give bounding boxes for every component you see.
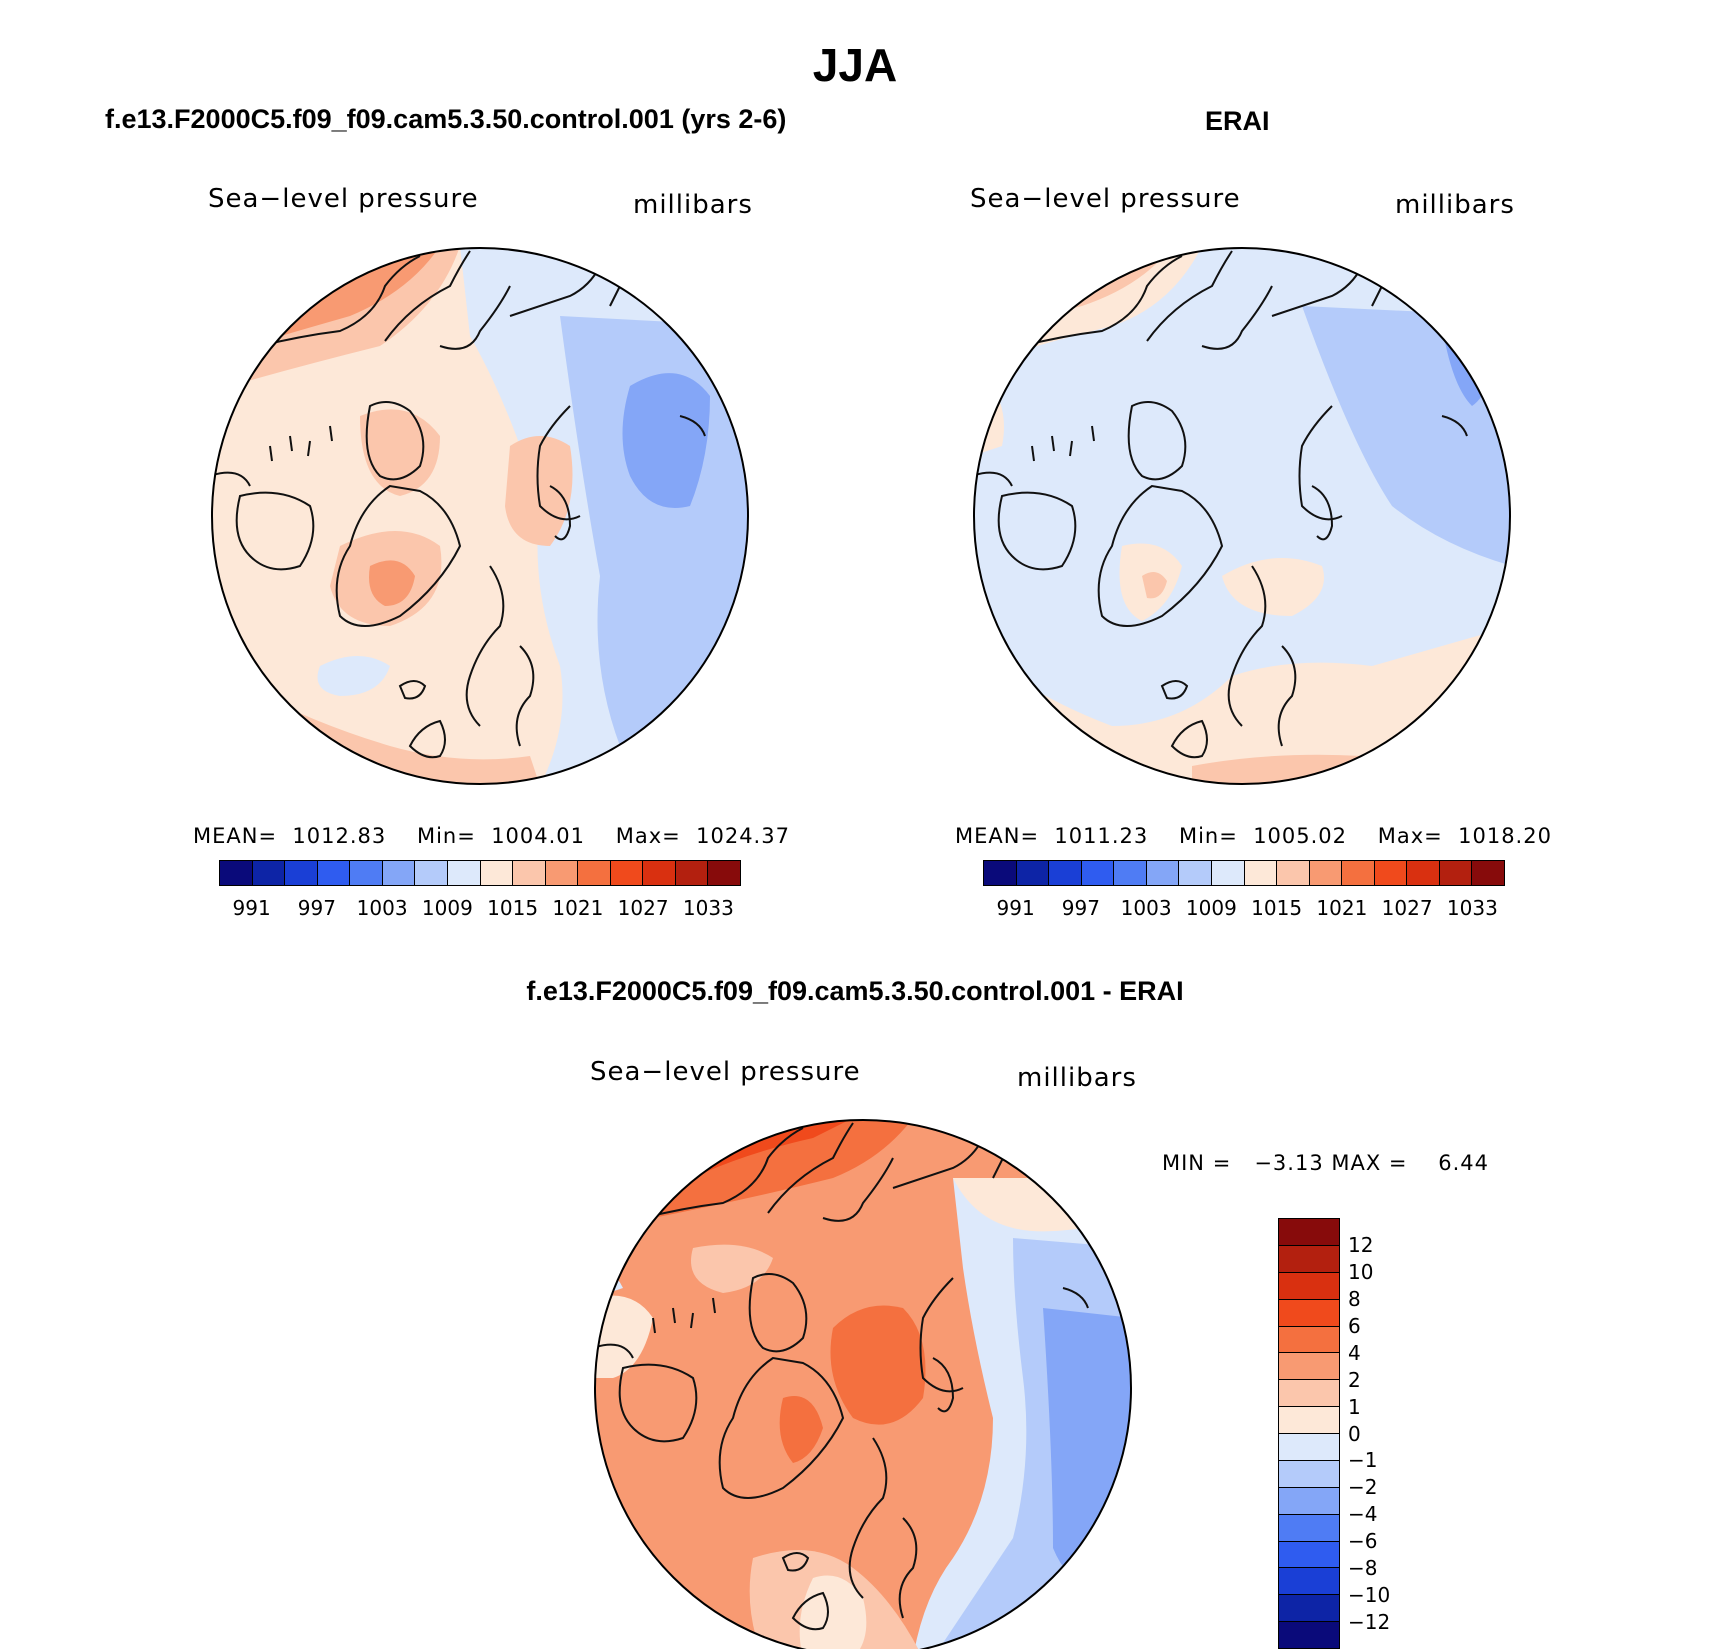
colorbar-swatch xyxy=(415,861,448,885)
panel-2-units-label: millibars xyxy=(1395,190,1515,220)
colorbar-tick-label: −8 xyxy=(1348,1556,1378,1581)
colorbar-swatch xyxy=(1114,861,1147,885)
colorbar-swatch xyxy=(285,861,318,885)
panel-1-title: f.e13.F2000C5.f09_f09.cam5.3.50.control.… xyxy=(105,104,787,134)
colorbar-swatch xyxy=(1439,861,1473,885)
panel-3-stats: MIN = −3.13 MAX = 6.44 xyxy=(1162,1151,1489,1175)
colorbar-swatch xyxy=(220,861,253,885)
colorbar-swatch xyxy=(1244,861,1278,885)
colorbar-swatch xyxy=(1049,861,1082,885)
panel-3-polar-map xyxy=(594,1119,1132,1649)
colorbar-swatch xyxy=(1342,861,1375,885)
panel-2-colorbar xyxy=(983,860,1505,886)
colorbar-tick-label: −6 xyxy=(1348,1529,1378,1554)
colorbar-swatch xyxy=(1081,861,1115,885)
colorbar-swatch xyxy=(1472,861,1504,885)
colorbar-tick-label: 1009 xyxy=(1185,896,1237,920)
colorbar-tick-label: 1015 xyxy=(487,896,539,920)
colorbar-tick-label: 1027 xyxy=(1381,896,1433,920)
panel-1-field-label: Sea−level pressure xyxy=(208,184,479,214)
colorbar-tick-label: −10 xyxy=(1348,1583,1391,1608)
colorbar-swatch xyxy=(1279,1541,1339,1569)
colorbar-tick-label: 12 xyxy=(1348,1232,1374,1257)
colorbar-tick-label: 991 xyxy=(996,896,1035,920)
panel-1-stats: MEAN= 1012.83 Min= 1004.01 Max= 1024.37 xyxy=(193,824,790,848)
colorbar-swatch xyxy=(984,861,1017,885)
colorbar-swatch xyxy=(1374,861,1408,885)
colorbar-swatch xyxy=(1279,1326,1339,1354)
colorbar-tick-label: 1021 xyxy=(1316,896,1368,920)
panel-3-title: f.e13.F2000C5.f09_f09.cam5.3.50.control.… xyxy=(526,976,1184,1006)
colorbar-swatch xyxy=(317,861,351,885)
colorbar-swatch xyxy=(643,861,676,885)
panel-2-stats: MEAN= 1011.23 Min= 1005.02 Max= 1018.20 xyxy=(955,824,1552,848)
colorbar-swatch xyxy=(1279,1434,1339,1461)
colorbar-swatch xyxy=(350,861,383,885)
colorbar-swatch xyxy=(1279,1595,1339,1623)
colorbar-tick-label: 991 xyxy=(232,896,271,920)
colorbar-swatch xyxy=(675,861,709,885)
colorbar-tick-label: −12 xyxy=(1348,1610,1391,1635)
panel-1-units-label: millibars xyxy=(633,190,753,220)
colorbar-swatch xyxy=(513,861,546,885)
colorbar-tick-label: 997 xyxy=(1061,896,1100,920)
colorbar-swatch xyxy=(1016,861,1050,885)
colorbar-swatch xyxy=(252,861,286,885)
colorbar-tick-label: −2 xyxy=(1348,1475,1378,1500)
colorbar-swatch xyxy=(1279,1460,1339,1488)
colorbar-swatch xyxy=(1407,861,1440,885)
colorbar-tick-label: 1003 xyxy=(1120,896,1172,920)
colorbar-tick-label: 4 xyxy=(1348,1340,1361,1365)
colorbar-tick-label: 997 xyxy=(297,896,336,920)
colorbar-swatch xyxy=(1279,1219,1339,1246)
colorbar-swatch xyxy=(1279,1514,1339,1542)
panel-1-colorbar xyxy=(219,860,741,886)
colorbar-swatch xyxy=(1279,1272,1339,1300)
colorbar-swatch xyxy=(578,861,611,885)
colorbar-swatch xyxy=(382,861,416,885)
colorbar-tick-label: 8 xyxy=(1348,1286,1361,1311)
colorbar-swatch xyxy=(1179,861,1212,885)
colorbar-swatch xyxy=(1211,861,1245,885)
colorbar-swatch xyxy=(545,861,579,885)
colorbar-tick-label: 6 xyxy=(1348,1313,1361,1338)
colorbar-swatch xyxy=(1279,1245,1339,1273)
page-title: JJA xyxy=(812,39,898,91)
colorbar-swatch xyxy=(447,861,481,885)
colorbar-swatch xyxy=(1146,861,1180,885)
colorbar-tick-label: 2 xyxy=(1348,1367,1361,1392)
panel-1-polar-map xyxy=(211,247,749,785)
colorbar-swatch xyxy=(610,861,644,885)
colorbar-swatch xyxy=(1309,861,1343,885)
colorbar-tick-label: −4 xyxy=(1348,1502,1378,1527)
colorbar-swatch xyxy=(1279,1380,1339,1408)
colorbar-tick-label: 1015 xyxy=(1251,896,1303,920)
colorbar-swatch xyxy=(1279,1622,1339,1648)
panel-2-field-label: Sea−level pressure xyxy=(970,184,1241,214)
colorbar-tick-label: 1009 xyxy=(421,896,473,920)
colorbar-tick-label: 1021 xyxy=(552,896,604,920)
panel-3-units-label: millibars xyxy=(1017,1063,1137,1093)
colorbar-swatch xyxy=(480,861,514,885)
colorbar-tick-label: 1033 xyxy=(1446,896,1498,920)
panel-2-polar-map xyxy=(973,247,1511,785)
colorbar-tick-label: 1 xyxy=(1348,1394,1361,1419)
colorbar-tick-label: 1003 xyxy=(356,896,408,920)
colorbar-tick-label: 0 xyxy=(1348,1421,1361,1446)
panel-2-title: ERAI xyxy=(1205,106,1270,136)
colorbar-tick-label: −1 xyxy=(1348,1448,1378,1473)
panel-3-colorbar xyxy=(1278,1218,1340,1649)
colorbar-swatch xyxy=(1279,1487,1339,1515)
panel-3-field-label: Sea−level pressure xyxy=(590,1057,861,1087)
colorbar-swatch xyxy=(1277,861,1310,885)
colorbar-swatch xyxy=(708,861,740,885)
colorbar-tick-label: 1027 xyxy=(617,896,669,920)
colorbar-tick-label: 1033 xyxy=(682,896,734,920)
colorbar-swatch xyxy=(1279,1407,1339,1434)
colorbar-swatch xyxy=(1279,1299,1339,1327)
colorbar-tick-label: 10 xyxy=(1348,1259,1374,1284)
colorbar-swatch xyxy=(1279,1353,1339,1381)
colorbar-swatch xyxy=(1279,1568,1339,1596)
